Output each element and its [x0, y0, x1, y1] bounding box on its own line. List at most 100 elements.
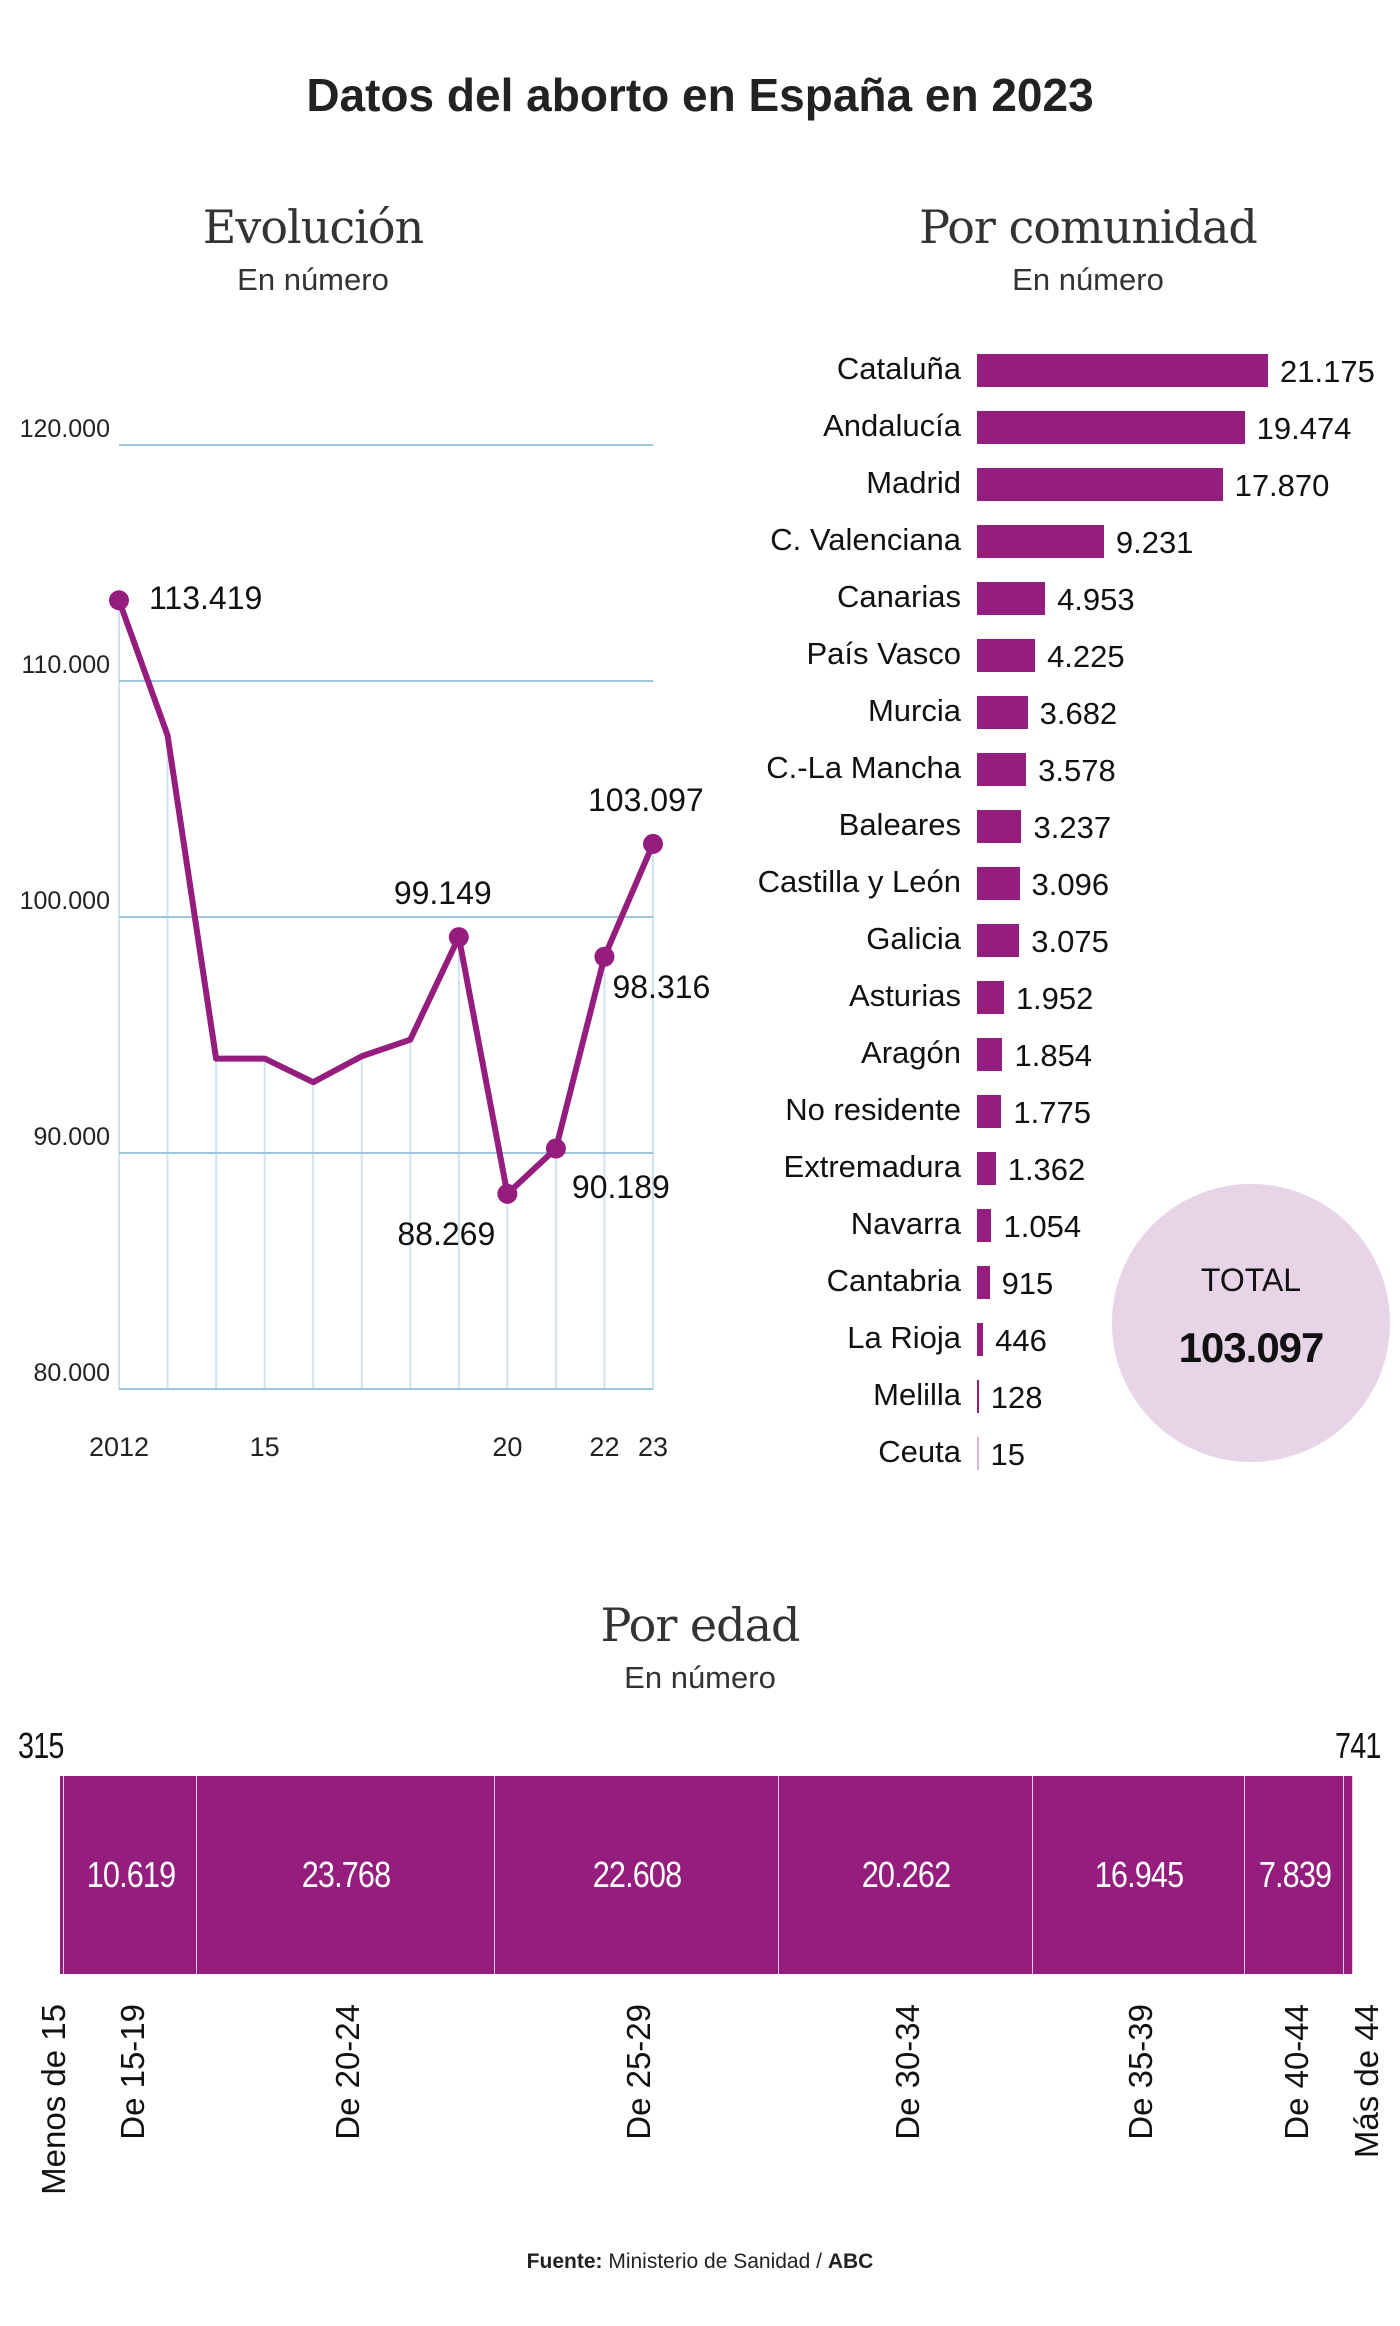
bar-category-label: Aragón	[861, 1035, 961, 1070]
data-label: 88.269	[397, 1215, 496, 1252]
bar-category-label: Extremadura	[783, 1149, 961, 1184]
page-title: Datos del aborto en España en 2023	[306, 69, 1094, 121]
x-tick-label: 15	[249, 1432, 280, 1462]
data-label: 90.189	[571, 1168, 670, 1205]
age-segment-value: 10.619	[86, 1854, 175, 1895]
data-label: 98.316	[612, 968, 711, 1005]
data-label: 99.149	[393, 875, 492, 912]
bar-category-label: Cantabria	[826, 1263, 961, 1298]
bar	[977, 1209, 992, 1242]
age-category-label: De 30-34	[888, 2004, 926, 2140]
data-point	[109, 590, 129, 611]
age-segment-value: 16.945	[1094, 1854, 1184, 1895]
age-segment-value: 7.839	[1258, 1854, 1331, 1895]
y-tick-label: 100.000	[19, 887, 110, 915]
bar-value-label: 3.075	[1031, 924, 1109, 959]
age-segment	[495, 1776, 779, 1974]
bar-value-label: 17.870	[1234, 468, 1330, 503]
bar-value-label: 4.225	[1047, 639, 1125, 674]
x-tick-label: 20	[492, 1432, 523, 1462]
bar-category-label: Murcia	[867, 693, 961, 728]
bar	[977, 810, 1022, 843]
line-chart	[109, 444, 663, 1390]
x-tick-label: 2012	[88, 1432, 150, 1462]
age-segment	[60, 1776, 64, 1974]
bar	[977, 1437, 979, 1470]
total-value: 103.097	[1178, 1324, 1325, 1371]
y-tick-label: 110.000	[21, 651, 110, 679]
bar	[977, 1323, 984, 1356]
total-label: TOTAL	[1200, 1262, 1302, 1298]
age-segment-value: 22.608	[592, 1854, 682, 1895]
bar	[977, 1266, 990, 1299]
bar	[977, 468, 1223, 501]
bar	[977, 1038, 1003, 1071]
bar	[977, 753, 1027, 786]
line-chart-subtitle: En número	[237, 262, 389, 297]
age-category-label: Más de 44	[1348, 2004, 1385, 2159]
age-segment	[1245, 1776, 1344, 1974]
bar-chart-subtitle: En número	[1012, 262, 1164, 297]
bar-value-label: 15	[990, 1437, 1025, 1472]
bar-category-label: Madrid	[866, 465, 961, 500]
bar-value-label: 21.175	[1280, 354, 1375, 389]
bar-value-label: 1.952	[1015, 981, 1094, 1016]
age-category-label: De 15-19	[113, 2004, 151, 2140]
age-chart-subtitle: En número	[624, 1660, 776, 1695]
age-category-label: De 20-24	[329, 2004, 367, 2140]
bar-category-label: C. Valenciana	[770, 522, 961, 557]
bar-category-label: Andalucía	[823, 408, 961, 443]
data-point	[594, 946, 615, 967]
source-note: Fuente: Ministerio de Sanidad / ABC	[0, 2250, 1400, 2274]
bar-category-label: Ceuta	[878, 1434, 961, 1469]
y-tick-label: 90.000	[33, 1123, 110, 1151]
age-segment	[778, 1776, 1033, 1974]
bar	[977, 582, 1046, 615]
line-chart-title: Evolución	[202, 200, 424, 254]
bar	[977, 1095, 1002, 1128]
bar-value-label: 446	[995, 1323, 1047, 1358]
bar-value-label: 1.362	[1007, 1152, 1086, 1187]
source-text: Ministerio de Sanidad /	[608, 2250, 822, 2273]
age-segment-value: 23.768	[301, 1854, 391, 1895]
age-segment	[1343, 1776, 1353, 1974]
bar-chart-title: Por comunidad	[919, 200, 1258, 254]
bar	[977, 924, 1020, 957]
bar-category-label: La Rioja	[847, 1320, 961, 1355]
bar	[977, 525, 1104, 558]
bar-value-label: 128	[990, 1380, 1043, 1415]
y-tick-label: 120.000	[19, 415, 110, 443]
bar-value-label: 3.682	[1039, 696, 1118, 731]
bar-value-label: 9.231	[1115, 525, 1194, 560]
age-segment	[197, 1776, 496, 1974]
bar-category-label: Cataluña	[836, 351, 961, 386]
bar-value-label: 3.096	[1031, 867, 1110, 902]
bar-category-label: No residente	[785, 1092, 961, 1127]
age-segment	[1032, 1776, 1246, 1974]
data-point	[448, 927, 469, 948]
bar	[977, 981, 1004, 1014]
data-point	[497, 1183, 518, 1204]
bar-category-label: Baleares	[838, 807, 961, 842]
source-label: Fuente:	[526, 2250, 603, 2273]
bar	[977, 696, 1028, 729]
data-point	[545, 1138, 566, 1159]
age-chart-title: Por edad	[600, 1598, 801, 1652]
x-tick-label: 23	[637, 1432, 669, 1462]
bar-value-label: 3.578	[1038, 753, 1116, 788]
bar	[977, 1380, 979, 1413]
bar-category-label: C.-La Mancha	[766, 750, 961, 785]
data-point	[643, 833, 663, 854]
series-line	[116, 599, 656, 1197]
age-end-value-left: 315	[18, 1725, 64, 1766]
age-segment-value: 20.262	[861, 1854, 951, 1895]
bar-value-label: 19.474	[1256, 411, 1352, 446]
age-end-value-right: 741	[1335, 1725, 1381, 1766]
bar-value-label: 1.054	[1003, 1209, 1082, 1244]
age-category-label: De 35-39	[1122, 2004, 1160, 2140]
bar-category-label: País Vasco	[806, 636, 961, 671]
bar-value-label: 1.775	[1013, 1095, 1091, 1130]
total-circle	[1112, 1184, 1390, 1462]
bar-value-label: 4.953	[1057, 582, 1135, 617]
bar	[977, 1152, 996, 1185]
